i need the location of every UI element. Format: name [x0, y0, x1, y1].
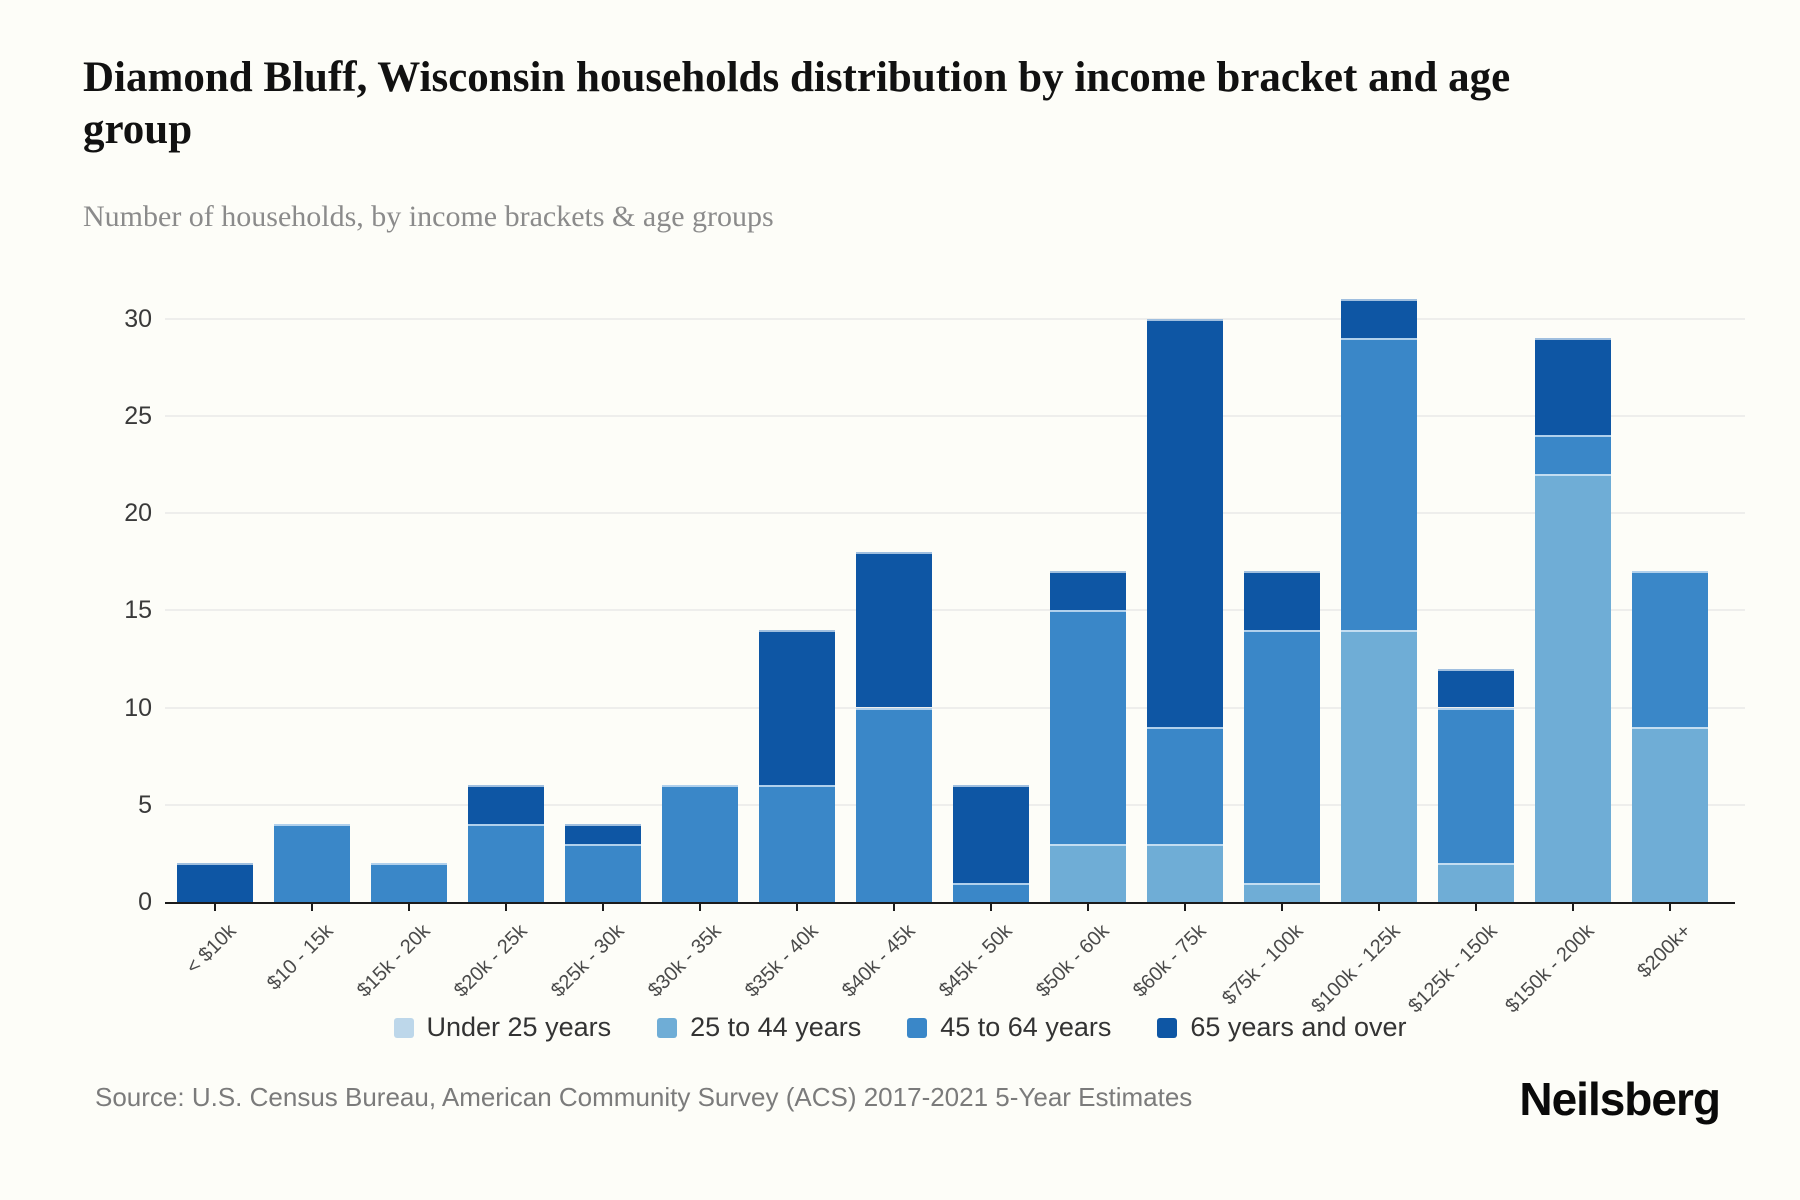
x-axis-line — [165, 902, 1735, 904]
x-axis-tick — [1572, 904, 1574, 911]
bar-segment-15-series-3[interactable] — [1535, 435, 1611, 475]
bar-segment-5-series-4[interactable] — [565, 824, 641, 844]
y-gridline — [165, 706, 1745, 709]
x-axis-tick — [1087, 904, 1089, 911]
x-axis-tick-label: $50k - 60k — [1031, 920, 1114, 1002]
bar-segment-11-series-3[interactable] — [1147, 726, 1223, 844]
bar-segment-7-series-4[interactable] — [759, 629, 835, 786]
bar-segment-8-series-3[interactable] — [856, 707, 932, 902]
chart-subtitle: Number of households, by income brackets… — [83, 200, 774, 233]
bar-segment-6-series-3[interactable] — [662, 785, 738, 902]
x-axis-tick-label: $10 - 15k — [263, 920, 338, 995]
x-axis-tick — [505, 904, 507, 911]
y-axis-tick-label: 20 — [124, 499, 152, 527]
bar-segment-3-series-3[interactable] — [371, 863, 447, 902]
x-axis-tick-label: $20k - 25k — [449, 920, 532, 1002]
legend-label: 25 to 44 years — [690, 1012, 862, 1042]
x-axis-tick-label: $125k - 150k — [1404, 920, 1502, 1018]
y-gridline — [165, 512, 1745, 514]
x-axis-tick-label: $40k - 45k — [837, 920, 920, 1002]
legend-item-2[interactable]: 25 to 44 years — [657, 1012, 861, 1043]
x-axis-tick-label: $100k - 125k — [1307, 920, 1405, 1018]
x-axis-tick-label: $60k - 75k — [1128, 920, 1211, 1002]
bar-segment-8-series-4[interactable] — [856, 551, 932, 708]
bar-segment-1-series-4[interactable] — [177, 863, 253, 902]
x-axis-tick — [893, 904, 895, 911]
y-axis-tick-label: 15 — [124, 596, 152, 625]
y-gridline — [165, 609, 1745, 612]
x-axis-tick-label: $25k - 30k — [546, 920, 629, 1002]
bar-segment-9-series-3[interactable] — [953, 882, 1029, 902]
x-axis-tick-label: < $10k — [182, 920, 241, 979]
x-axis-tick-label: $30k - 35k — [643, 920, 726, 1002]
bar-segment-5-series-3[interactable] — [565, 843, 641, 902]
x-axis-tick — [796, 904, 798, 911]
source-attribution: Source: U.S. Census Bureau, American Com… — [95, 1082, 1193, 1112]
bar-segment-13-series-2[interactable] — [1341, 629, 1417, 902]
bar-segment-12-series-2[interactable] — [1244, 882, 1320, 902]
bar-segment-16-series-3[interactable] — [1632, 571, 1708, 727]
bar-segment-9-series-4[interactable] — [953, 785, 1029, 883]
y-axis-tick-label: 0 — [138, 888, 152, 916]
y-axis-tick-label: 5 — [138, 790, 152, 819]
bar-segment-10-series-3[interactable] — [1050, 610, 1126, 844]
legend-swatch-icon — [657, 1017, 678, 1038]
bar-segment-10-series-4[interactable] — [1050, 571, 1126, 611]
x-axis-tick — [1281, 904, 1283, 911]
x-axis-tick — [1669, 904, 1671, 911]
x-axis-tick-label: $200k+ — [1633, 920, 1696, 983]
bar-segment-12-series-3[interactable] — [1244, 629, 1320, 883]
x-axis-tick — [1475, 904, 1477, 911]
x-axis-tick — [1378, 904, 1380, 911]
bar-segment-2-series-3[interactable] — [274, 824, 350, 902]
x-axis-tick — [311, 904, 313, 911]
x-axis-tick — [990, 904, 992, 911]
x-axis-tick — [1184, 904, 1186, 911]
bar-segment-14-series-4[interactable] — [1438, 668, 1514, 708]
x-axis-tick-label: $15k - 20k — [352, 920, 435, 1002]
bar-segment-13-series-3[interactable] — [1341, 337, 1417, 630]
x-axis-tick — [602, 904, 604, 911]
bar-segment-11-series-2[interactable] — [1147, 843, 1223, 902]
bar-segment-10-series-2[interactable] — [1050, 843, 1126, 902]
legend-label: 45 to 64 years — [940, 1012, 1112, 1042]
x-axis-tick — [699, 904, 701, 911]
y-axis-tick-label: 10 — [124, 693, 152, 722]
bar-segment-4-series-4[interactable] — [468, 785, 544, 825]
y-axis-tick-label: 30 — [124, 304, 152, 333]
y-axis-tick-label: 25 — [124, 401, 152, 430]
bar-segment-14-series-3[interactable] — [1438, 707, 1514, 864]
x-axis-tick-label: $150k - 200k — [1501, 920, 1599, 1018]
y-gridline — [165, 414, 1745, 417]
legend-item-4[interactable]: 65 years and over — [1157, 1012, 1407, 1043]
x-axis-tick-label: $35k - 40k — [740, 920, 823, 1002]
y-gridline — [165, 317, 1745, 320]
legend-swatch-icon — [393, 1017, 414, 1038]
x-axis-tick — [408, 904, 410, 911]
x-axis-tick-label: $75k - 100k — [1218, 920, 1308, 1010]
chart-title: Diamond Bluff, Wisconsin households dist… — [83, 54, 1511, 154]
bar-segment-4-series-3[interactable] — [468, 824, 544, 902]
bar-segment-12-series-4[interactable] — [1244, 571, 1320, 630]
legend-swatch-icon — [907, 1017, 928, 1038]
bar-segment-13-series-4[interactable] — [1341, 299, 1417, 338]
bar-segment-15-series-2[interactable] — [1535, 474, 1611, 902]
legend-item-3[interactable]: 45 to 64 years — [907, 1012, 1111, 1043]
legend-swatch-icon — [1157, 1017, 1178, 1038]
bar-segment-14-series-2[interactable] — [1438, 863, 1514, 902]
chart-legend: Under 25 years 25 to 44 years 45 to 64 yea… — [150, 1012, 1650, 1043]
bar-segment-11-series-4[interactable] — [1147, 318, 1223, 727]
x-axis-tick-label: $45k - 50k — [934, 920, 1017, 1002]
bar-segment-16-series-2[interactable] — [1632, 726, 1708, 902]
bar-segment-7-series-3[interactable] — [759, 785, 835, 902]
legend-item-1[interactable]: Under 25 years — [393, 1012, 612, 1043]
bar-segment-15-series-4[interactable] — [1535, 337, 1611, 436]
legend-label: Under 25 years — [426, 1012, 612, 1042]
neilsberg-logo[interactable]: Neilsberg — [1519, 1073, 1721, 1125]
x-axis-tick — [214, 904, 216, 911]
legend-label: 65 years and over — [1190, 1012, 1407, 1042]
